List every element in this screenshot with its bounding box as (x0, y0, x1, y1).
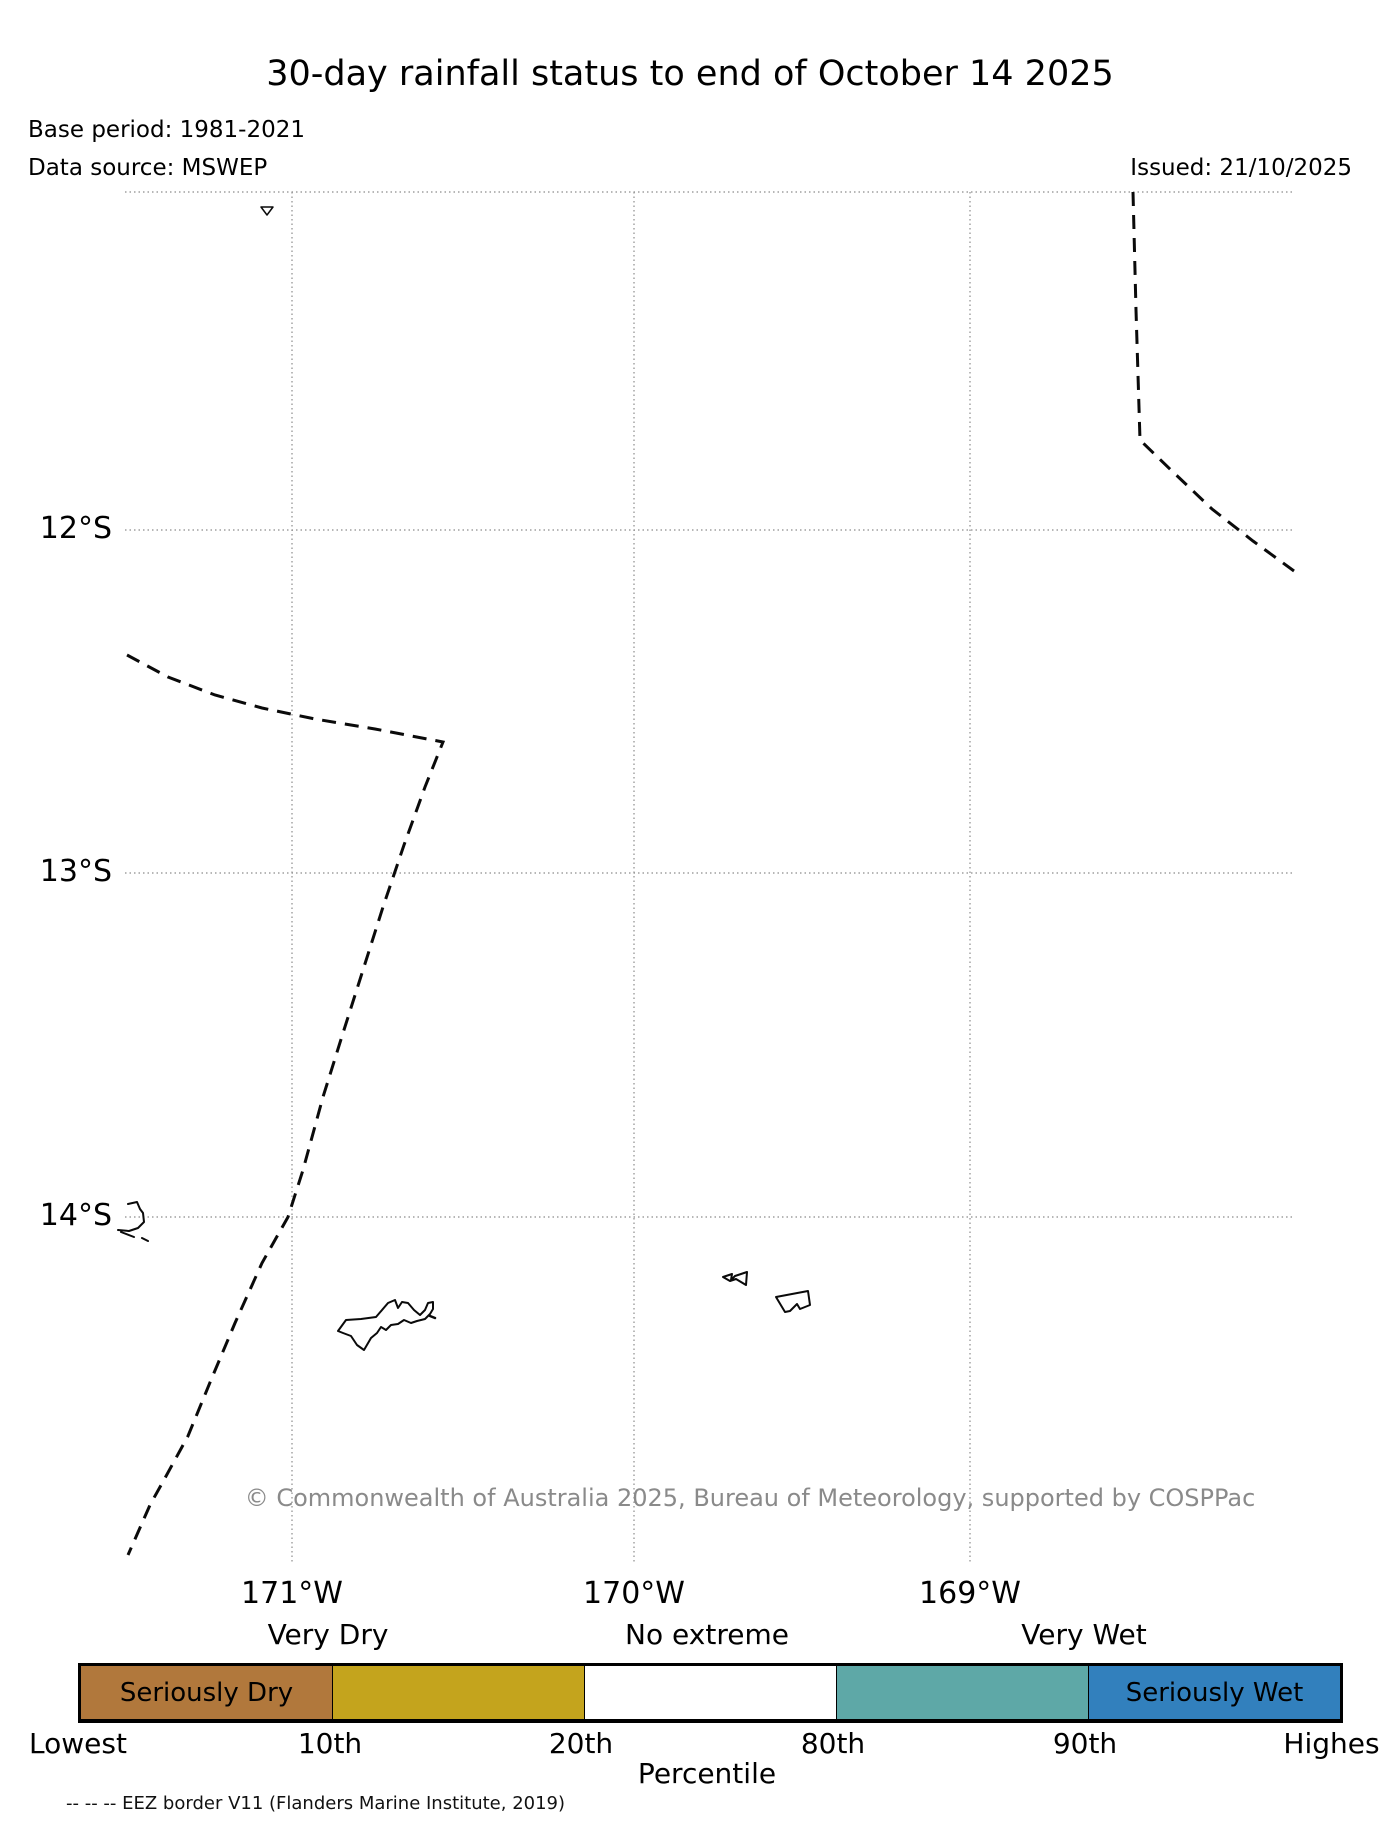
graticule (125, 191, 1295, 1562)
island-aunuu (428, 1314, 437, 1320)
lat-tick-12s: 12°S (39, 511, 112, 547)
data-source-text: Data source: MSWEP (28, 155, 268, 181)
issued-date-text: Issued: 21/10/2025 (1130, 155, 1352, 181)
colorbar-segment-very-dry (332, 1666, 584, 1719)
lon-tick-171w: 171°W (241, 1576, 343, 1611)
colorbar-label-seriously-dry: Seriously Dry (119, 1677, 294, 1708)
percentile-tick-highest: Highest (1283, 1727, 1380, 1760)
colorbar-segment-no-extreme (584, 1666, 836, 1719)
base-period-text: Base period: 1981-2021 (28, 117, 306, 143)
island-tutuila (337, 1299, 434, 1351)
legend-category-no-extreme: No extreme (625, 1618, 789, 1651)
eez-borders (126, 191, 1295, 1556)
island-swains (260, 206, 274, 216)
island-upolu-fragment (117, 1201, 149, 1242)
colorbar-segment-seriously-wet: Seriously Wet (1088, 1666, 1340, 1719)
percentile-tick-90th: 90th (1052, 1727, 1118, 1760)
lat-tick-14s: 14°S (39, 1198, 112, 1234)
lon-tick-169w: 169°W (919, 1576, 1021, 1611)
percentile-axis-title: Percentile (637, 1757, 777, 1790)
island-ofu-olosega (722, 1271, 748, 1286)
percentile-tick-20th: 20th (548, 1727, 614, 1760)
lon-tick-170w: 170°W (583, 1576, 685, 1611)
colorbar-segment-seriously-dry: Seriously Dry (81, 1666, 332, 1719)
eez-border-footnote: -- -- -- EEZ border V11 (Flanders Marine… (66, 1793, 566, 1814)
eez-border-west (126, 653, 446, 1556)
page-title: 30-day rainfall status to end of October… (266, 54, 1114, 94)
eez-border-northeast (1131, 191, 1295, 573)
island-tau (775, 1290, 811, 1313)
copyright-text: © Commonwealth of Australia 2025, Bureau… (244, 1484, 1256, 1512)
islands (117, 206, 811, 1351)
percentile-tick-lowest: Lowest (29, 1727, 127, 1760)
lat-tick-13s: 13°S (39, 854, 112, 890)
percentile-colorbar: Seriously Dry Seriously Wet (78, 1663, 1343, 1723)
percentile-tick-10th: 10th (297, 1727, 363, 1760)
legend-category-very-dry: Very Dry (267, 1618, 389, 1651)
percentile-tick-80th: 80th (800, 1727, 866, 1760)
colorbar-label-seriously-wet: Seriously Wet (1125, 1677, 1304, 1708)
colorbar-segment-very-wet (836, 1666, 1088, 1719)
legend-category-very-wet: Very Wet (1021, 1618, 1147, 1651)
